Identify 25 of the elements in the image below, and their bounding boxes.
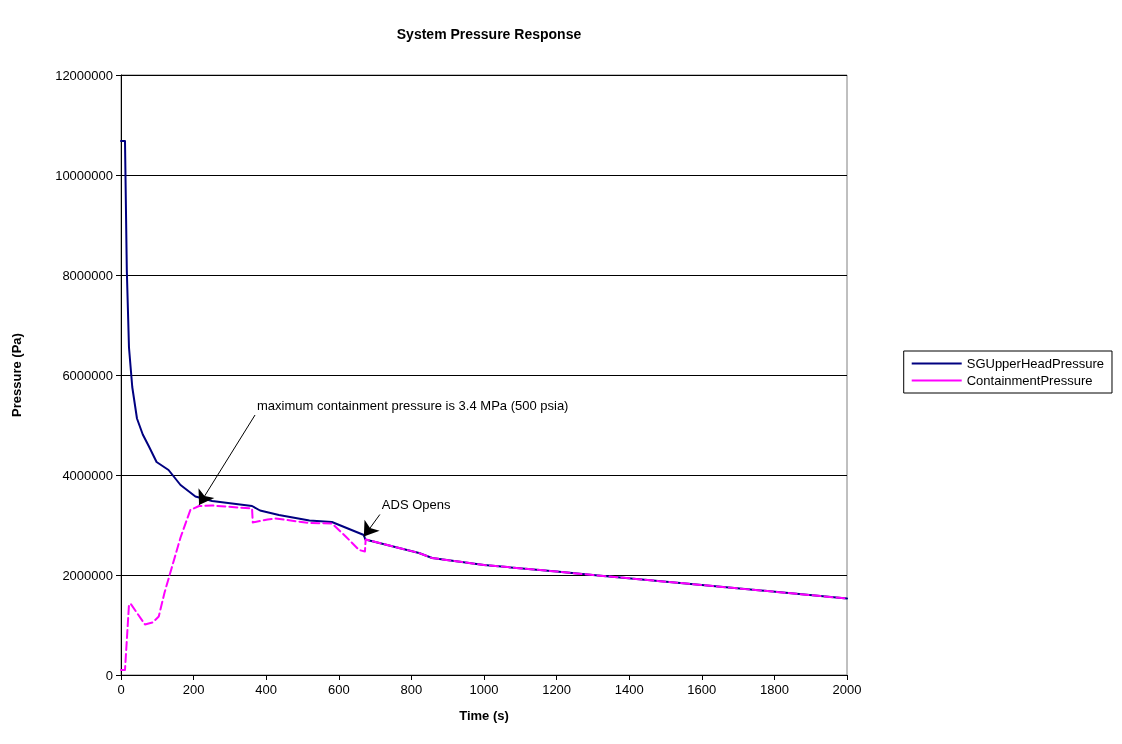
x-tick-label: 200 xyxy=(182,682,205,697)
x-axis-title: Time (s) xyxy=(459,708,509,723)
annotation: ADS Opens xyxy=(381,497,451,512)
y-tick-label: 2000000 xyxy=(62,567,113,583)
legend-label: SGUpperHeadPressure xyxy=(966,356,1105,371)
x-tick-label: 600 xyxy=(327,682,350,697)
x-tick-label: 1000 xyxy=(469,682,499,697)
x-tick-label: 1800 xyxy=(759,682,789,697)
x-tick-label: 0 xyxy=(117,682,125,697)
chart-title: System Pressure Response xyxy=(396,26,582,42)
x-tick-label: 800 xyxy=(400,682,423,697)
x-tick-label: 1600 xyxy=(687,682,717,697)
legend-label: ContainmentPressure xyxy=(966,373,1093,388)
x-tick-label: 400 xyxy=(255,682,278,697)
y-tick-label: 10000000 xyxy=(55,167,113,183)
y-axis-title: Pressure (Pa) xyxy=(9,333,24,417)
y-tick-label: 4000000 xyxy=(62,467,113,483)
x-tick-label: 2000 xyxy=(832,682,862,697)
x-tick-label: 1400 xyxy=(614,682,644,697)
y-tick-label: 8000000 xyxy=(62,267,113,283)
y-tick-label: 0 xyxy=(105,667,113,683)
y-tick-label: 6000000 xyxy=(62,367,113,383)
annotation: maximum containment pressure is 3.4 MPa (500 psia) xyxy=(257,397,569,413)
x-tick-label: 1200 xyxy=(542,682,572,697)
y-tick-label: 12000000 xyxy=(55,67,113,83)
